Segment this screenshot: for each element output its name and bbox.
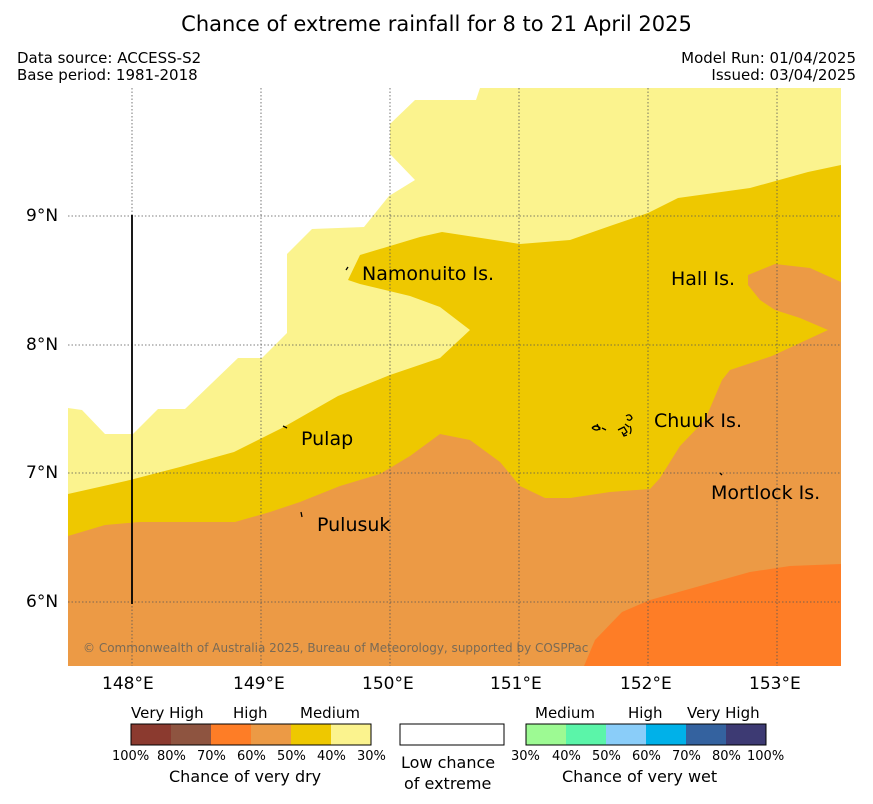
low-caption-line2: of extreme	[404, 774, 492, 793]
wet-swatch-5	[686, 724, 726, 745]
lon-label-151e: 151°E	[490, 674, 542, 694]
model-run-text: Model Run: 01/04/2025	[681, 49, 856, 67]
map-gridlines	[68, 88, 841, 666]
chuuk-lagoon	[591, 414, 633, 437]
dry-swatch-6	[331, 724, 371, 745]
wet-level-medium: Medium	[535, 704, 595, 722]
place-label-pulap: Pulap	[301, 428, 354, 450]
issued-text: Issued: 03/04/2025	[711, 66, 856, 84]
base-period-text: Base period: 1981-2018	[17, 66, 198, 84]
chart-title: Chance of extreme rainfall for 8 to 21 A…	[181, 12, 692, 36]
map-zones	[68, 88, 841, 666]
wet-tick-50: 50%	[592, 749, 621, 764]
dry-swatch-1	[131, 724, 171, 745]
place-label-chuuk: Chuuk Is.	[654, 410, 742, 432]
namonuito-atoll	[345, 266, 349, 271]
dry-tick-80: 80%	[157, 749, 186, 764]
dry-swatch-3	[211, 724, 251, 745]
dry-swatch-2	[171, 724, 211, 745]
wet-caption: Chance of very wet	[562, 767, 718, 786]
wet-swatch-4	[646, 724, 686, 745]
wet-level-high: High	[628, 704, 663, 722]
wet-swatch-2	[566, 724, 606, 745]
wet-tick-30: 30%	[511, 749, 540, 764]
dry-level-medium: Medium	[300, 704, 360, 722]
legend-wet-bar	[525, 723, 767, 746]
lat-label-6n: 6°N	[26, 592, 59, 612]
wet-swatch-6	[726, 724, 766, 745]
dry-swatch-4	[251, 724, 291, 745]
mortlock-atoll	[719, 472, 723, 476]
dry-tick-60: 60%	[237, 749, 266, 764]
place-label-mortlock: Mortlock Is.	[711, 482, 821, 504]
dry-tick-30: 30%	[357, 749, 386, 764]
legend-low-box	[399, 723, 505, 746]
meta-left: Data source: ACCESS-S2 Base period: 1981…	[17, 50, 201, 84]
dry-tick-70: 70%	[197, 749, 226, 764]
lon-label-148e: 148°E	[102, 674, 154, 694]
lon-label-150e: 150°E	[362, 674, 414, 694]
dry-swatch-5	[291, 724, 331, 745]
dry-level-high: High	[233, 704, 268, 722]
dry-caption: Chance of very dry	[169, 767, 322, 786]
low-caption-line1: Low chance	[401, 753, 496, 772]
dry-tick-50: 50%	[277, 749, 306, 764]
lat-label-8n: 8°N	[26, 335, 59, 355]
wet-tick-100: 100%	[747, 749, 785, 764]
legend-dry-bar	[130, 723, 372, 746]
wet-level-very-high: Very High	[687, 704, 760, 722]
island-outlines	[282, 266, 723, 518]
dry-tick-40: 40%	[317, 749, 346, 764]
pulusuk-atoll	[300, 511, 303, 518]
lon-label-149e: 149°E	[233, 674, 285, 694]
wet-tick-40: 40%	[552, 749, 581, 764]
dry-level-very-high: Very High	[131, 704, 204, 722]
place-label-pulusuk: Pulusuk	[317, 514, 391, 536]
lon-label-152e: 152°E	[620, 674, 672, 694]
lon-label-153e: 153°E	[749, 674, 801, 694]
data-source-text: Data source: ACCESS-S2	[17, 49, 202, 67]
place-label-namonuito: Namonuito Is.	[362, 263, 495, 285]
lat-label-7n: 7°N	[26, 463, 59, 483]
wet-swatch-3	[606, 724, 646, 745]
wet-swatch-1	[526, 724, 566, 745]
place-label-hall: Hall Is.	[671, 268, 736, 290]
copyright-notice: © Commonwealth of Australia 2025, Bureau…	[83, 641, 589, 655]
lat-label-9n: 9°N	[26, 206, 59, 226]
pulap-atoll	[282, 425, 288, 429]
wet-tick-80: 80%	[712, 749, 741, 764]
wet-tick-60: 60%	[632, 749, 661, 764]
dry-tick-100: 100%	[112, 749, 150, 764]
meta-right: Model Run: 01/04/2025 Issued: 03/04/2025	[681, 50, 856, 84]
wet-tick-70: 70%	[672, 749, 701, 764]
